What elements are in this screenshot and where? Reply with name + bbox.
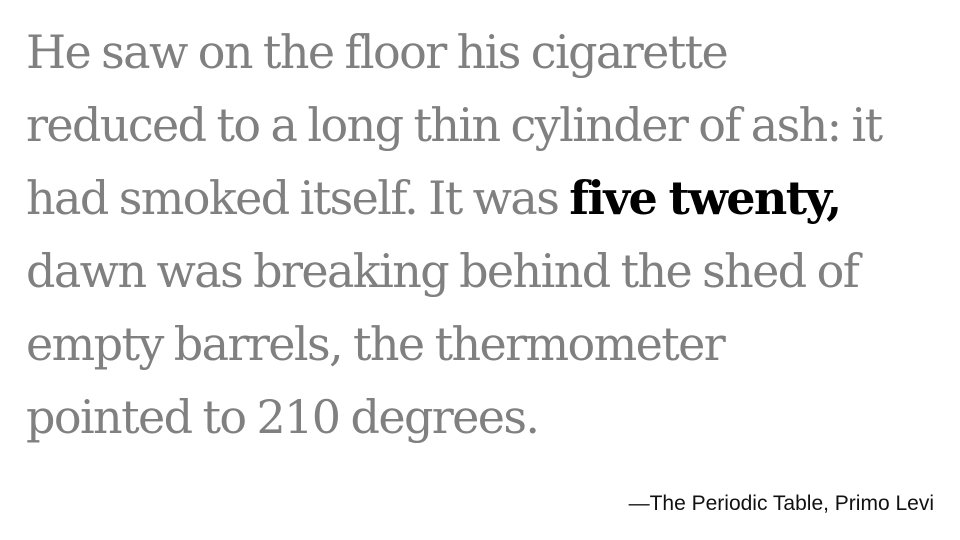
- quote-line-5: empty barrels, the thermometer: [26, 317, 726, 371]
- emphasized-time: five twenty,: [569, 171, 842, 225]
- quote-line-6: pointed to 210 degrees.: [26, 390, 540, 444]
- quote-line-1: He saw on the floor his cigarette: [26, 25, 729, 79]
- quote-text: He saw on the floor his cigarette reduce…: [26, 16, 946, 454]
- quote-line-4: dawn was breaking behind the shed of: [26, 244, 860, 298]
- quote-line-2: reduced to a long thin cylinder of ash: …: [26, 98, 883, 152]
- quote-line-3: had smoked itself. It was five twenty,: [26, 162, 946, 235]
- quote-line-3-text: had smoked itself. It was: [26, 171, 570, 225]
- attribution: —The Periodic Table, Primo Levi: [628, 492, 934, 515]
